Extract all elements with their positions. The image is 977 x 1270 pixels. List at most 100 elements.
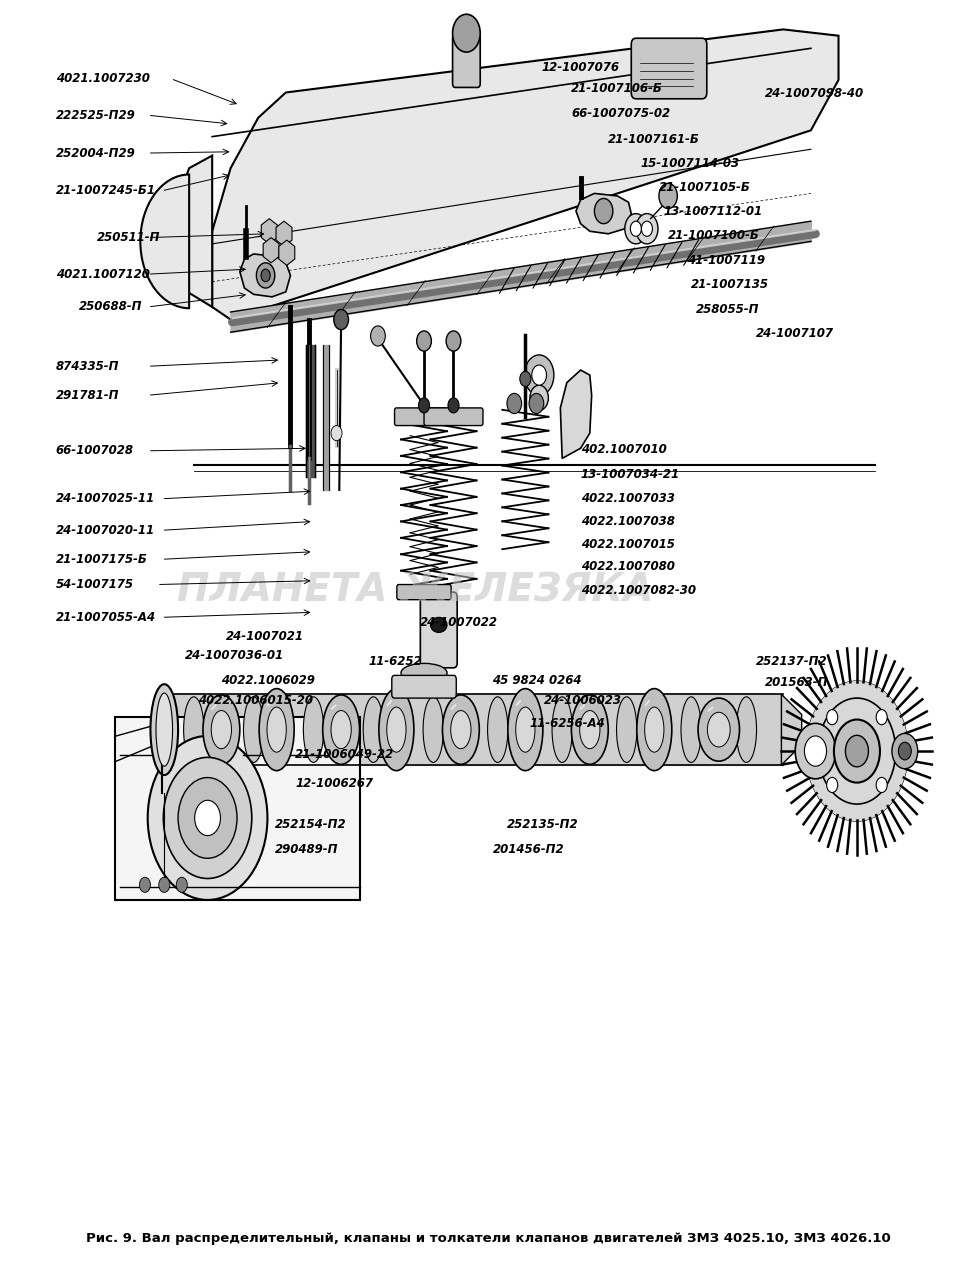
Text: 12-1007076: 12-1007076 [542,61,620,74]
Ellipse shape [431,617,447,632]
Circle shape [892,733,917,768]
Circle shape [834,720,880,782]
Circle shape [899,742,912,759]
Circle shape [845,735,869,767]
Text: ПЛАНЕТА ЖЕЛЕЗЯКА: ПЛАНЕТА ЖЕЛЕЗЯКА [177,572,653,610]
Circle shape [525,354,554,395]
Ellipse shape [645,707,664,752]
Circle shape [140,878,150,893]
Ellipse shape [737,697,756,762]
Ellipse shape [401,663,447,682]
Circle shape [806,682,908,820]
Circle shape [827,710,837,725]
Text: 290489-П: 290489-П [275,843,338,856]
Text: 21-1007245-Б1: 21-1007245-Б1 [56,184,155,197]
Circle shape [530,385,548,410]
FancyBboxPatch shape [397,584,451,599]
Circle shape [148,735,268,900]
Circle shape [176,878,188,893]
Text: 4022.1007015: 4022.1007015 [580,537,674,551]
Text: 21-1007055-А4: 21-1007055-А4 [56,611,155,624]
Text: 11-6256-А4: 11-6256-А4 [530,716,606,730]
Circle shape [795,724,835,779]
Text: 13-1007112-01: 13-1007112-01 [663,204,763,217]
Text: 24-1007022: 24-1007022 [419,616,497,629]
Text: 250688-П: 250688-П [78,301,142,314]
Text: 24-1007098-40: 24-1007098-40 [765,88,864,100]
Circle shape [446,331,461,351]
Ellipse shape [267,707,286,752]
FancyBboxPatch shape [631,38,706,99]
Text: 21-1007161-Б: 21-1007161-Б [609,132,701,146]
Circle shape [256,263,275,288]
Ellipse shape [259,688,294,771]
Circle shape [658,183,677,208]
FancyBboxPatch shape [395,408,453,425]
Text: 24-1007025-11: 24-1007025-11 [56,493,154,505]
Text: 13-1007034-21: 13-1007034-21 [580,469,680,481]
Circle shape [448,398,459,413]
Text: 21-1007105-Б: 21-1007105-Б [658,180,750,193]
Ellipse shape [156,693,173,766]
Text: Рис. 9. Вал распределительный, клапаны и толкатели клапанов двигателей ЗМЗ 4025.: Рис. 9. Вал распределительный, клапаны и… [86,1232,891,1245]
Circle shape [804,735,827,766]
Ellipse shape [387,707,406,752]
Ellipse shape [637,688,672,771]
Text: 4021.1007120: 4021.1007120 [56,268,149,281]
Text: 222525-П29: 222525-П29 [56,109,136,122]
Text: 24-1006023: 24-1006023 [544,695,621,707]
Circle shape [827,777,837,792]
Polygon shape [212,29,838,320]
Ellipse shape [579,710,600,749]
Ellipse shape [423,697,444,762]
Text: 11-6252: 11-6252 [368,655,422,668]
Circle shape [531,364,546,385]
FancyBboxPatch shape [420,592,457,668]
Polygon shape [171,155,212,307]
Ellipse shape [443,695,480,765]
Text: 201563-П: 201563-П [765,677,828,690]
Ellipse shape [516,707,535,752]
Text: 252154-П2: 252154-П2 [275,818,347,831]
Ellipse shape [184,697,204,762]
Polygon shape [576,193,631,234]
Ellipse shape [322,695,360,765]
Circle shape [642,221,653,236]
Text: 21-1006049-22: 21-1006049-22 [295,748,394,761]
Ellipse shape [150,685,178,775]
Polygon shape [239,254,290,297]
Ellipse shape [707,712,730,747]
Circle shape [158,878,170,893]
FancyBboxPatch shape [115,718,360,900]
Text: 4022.1007038: 4022.1007038 [580,514,674,528]
Ellipse shape [243,697,264,762]
Text: 41-1007119: 41-1007119 [687,254,765,267]
Ellipse shape [211,710,232,749]
Text: 874335-П: 874335-П [56,359,119,373]
Circle shape [416,331,432,351]
Text: 402.1007010: 402.1007010 [580,443,666,456]
Ellipse shape [572,695,609,765]
Text: 24-1007107: 24-1007107 [755,326,833,340]
Ellipse shape [304,697,323,762]
Text: 291781-П: 291781-П [56,389,119,401]
Text: 24-1007020-11: 24-1007020-11 [56,523,154,537]
Ellipse shape [203,695,239,765]
Text: 201456-П2: 201456-П2 [493,843,565,856]
Text: 66-1007075-02: 66-1007075-02 [572,108,670,121]
Circle shape [625,213,647,244]
Text: 258055-П: 258055-П [696,304,759,316]
Text: 45 9824 0264: 45 9824 0264 [492,674,581,687]
Circle shape [529,394,544,414]
Text: 4022.1006029: 4022.1006029 [222,674,316,687]
Circle shape [370,326,385,347]
Text: 4022.1006015-20: 4022.1006015-20 [198,695,314,707]
Text: 252004-П29: 252004-П29 [56,146,136,160]
FancyBboxPatch shape [452,34,481,88]
Ellipse shape [331,710,352,749]
Circle shape [178,777,237,859]
Text: 4022.1007033: 4022.1007033 [580,493,674,505]
Circle shape [163,757,252,879]
Text: 21-1007135: 21-1007135 [691,278,769,291]
Text: 252137-П2: 252137-П2 [755,655,828,668]
